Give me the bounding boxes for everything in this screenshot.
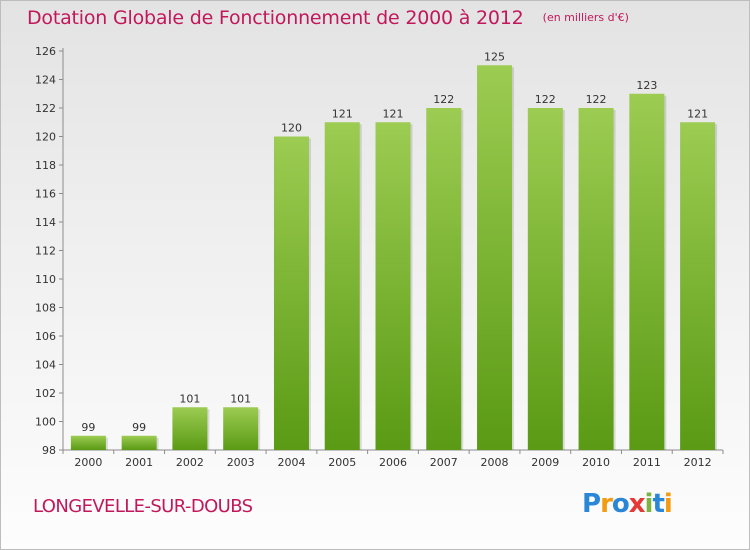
unit-note: (en milliers d'€) (542, 11, 629, 24)
y-tick-label: 104 (35, 359, 56, 372)
logo-letter: i (644, 489, 654, 519)
y-tick-label: 124 (35, 74, 56, 87)
chart-axes: 98 100 102 104 106 108 110 112 114 116 118 120 122 12… (35, 45, 724, 457)
bar-2006 (375, 122, 411, 450)
bar-2003 (223, 407, 259, 450)
y-tick-label: 116 (35, 188, 56, 201)
bar-value-label: 122 (535, 93, 556, 106)
bar-value-label: 125 (484, 50, 505, 63)
logo-letter: P (582, 489, 601, 519)
y-tick-label: 110 (35, 273, 56, 286)
bar-value-label: 101 (230, 392, 251, 405)
x-tick-label: 2005 (328, 456, 356, 469)
bar-value-label: 99 (81, 421, 95, 434)
chart-title: Dotation Globale de Fonctionnement de 20… (27, 7, 524, 29)
bar-value-label: 121 (332, 107, 353, 120)
bar-2012 (680, 122, 716, 450)
x-tick-label: 2007 (430, 456, 458, 469)
x-tick-label: 2004 (277, 456, 305, 469)
bar-value-label: 122 (433, 93, 454, 106)
bar-value-label: 123 (636, 79, 657, 92)
x-tick-label: 2011 (633, 456, 661, 469)
bar-2004 (273, 136, 309, 450)
y-tick-label: 122 (35, 102, 56, 115)
bar-value-label: 101 (179, 392, 200, 405)
y-tick-label: 106 (35, 330, 56, 343)
y-tick-label: 126 (35, 45, 56, 58)
x-tick-label: 2002 (176, 456, 204, 469)
x-tick-label: 2000 (74, 456, 102, 469)
x-tick-label: 2001 (125, 456, 153, 469)
y-tick-label: 100 (35, 416, 56, 429)
y-tick-label: 98 (42, 444, 56, 457)
chart-data-labels: 2000 99 2001 99 2002 101 2003 101 2004 120 2005 121… (74, 50, 711, 469)
x-tick-label: 2008 (481, 456, 509, 469)
bar-value-label: 99 (132, 421, 146, 434)
commune-name: LONGEVELLE-SUR-DOUBS (33, 496, 253, 517)
bar-2009 (527, 108, 563, 450)
bar-2005 (324, 122, 360, 450)
bar-value-label: 120 (281, 122, 302, 135)
y-tick-label: 108 (35, 302, 56, 315)
y-tick-label: 114 (35, 216, 56, 229)
y-tick-label: 102 (35, 387, 56, 400)
bar-2007 (426, 108, 462, 450)
y-tick-label: 118 (35, 159, 56, 172)
bar-value-label: 122 (586, 93, 607, 106)
proxiti-logo: Proxiti (582, 489, 673, 519)
bar-2001 (121, 435, 157, 450)
bar-2008 (477, 65, 513, 450)
bar-2000 (70, 435, 106, 450)
x-tick-label: 2010 (582, 456, 610, 469)
logo-letter: o (611, 489, 630, 519)
x-tick-label: 2003 (227, 456, 255, 469)
bar-value-label: 121 (383, 107, 404, 120)
chart-bars (70, 65, 718, 450)
bar-2011 (629, 93, 665, 450)
logo-letter: x (628, 489, 646, 519)
x-tick-label: 2009 (531, 456, 559, 469)
bar-2010 (578, 108, 614, 450)
bar-value-label: 121 (687, 107, 708, 120)
logo-letter: t (652, 489, 664, 519)
y-tick-label: 120 (35, 131, 56, 144)
x-tick-label: 2012 (684, 456, 712, 469)
logo-letter: r (600, 489, 613, 519)
y-tick-label: 112 (35, 245, 56, 258)
x-tick-label: 2006 (379, 456, 407, 469)
logo-letter: i (663, 489, 673, 519)
bar-2002 (172, 407, 208, 450)
chart-title-row: Dotation Globale de Fonctionnement de 20… (27, 7, 629, 29)
